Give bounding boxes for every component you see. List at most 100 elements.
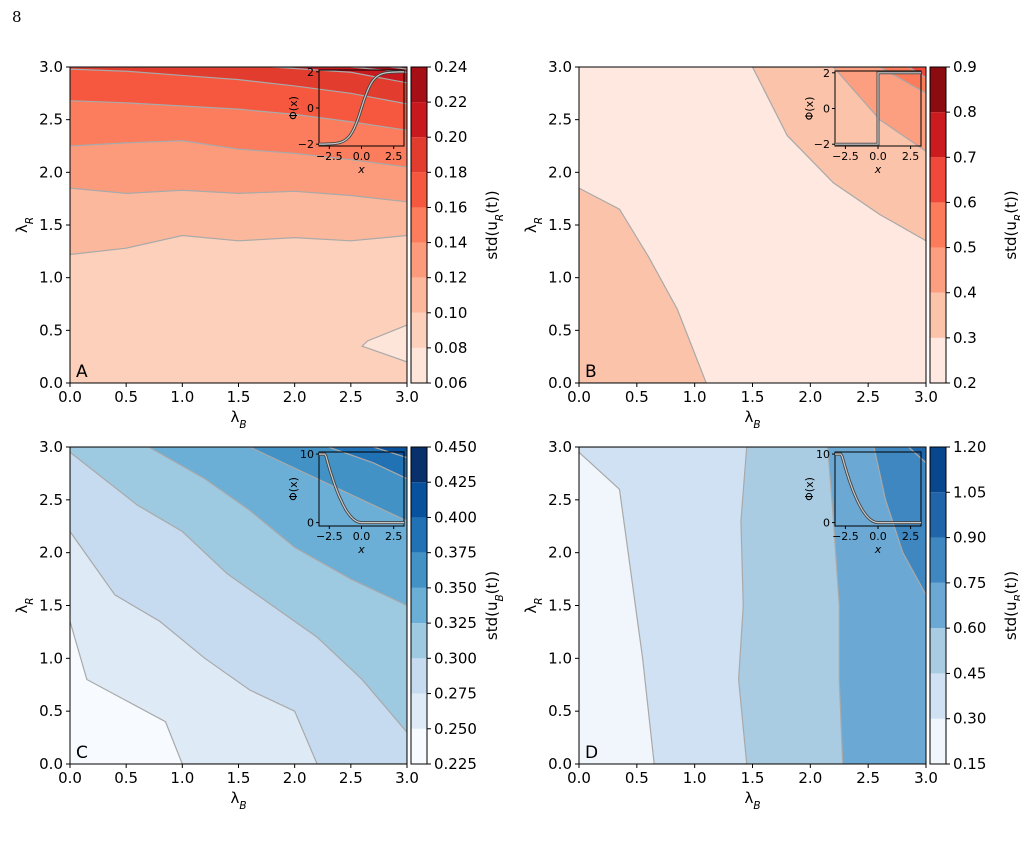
colorbar-swatch: [411, 207, 427, 243]
colorbar-swatch: [411, 482, 427, 518]
colorbar-label: std(uR(t)): [483, 190, 506, 259]
colorbar-tick-label: 0.5: [953, 239, 977, 257]
colorbar-swatch: [411, 552, 427, 588]
inset-curve-highlight: [835, 453, 921, 524]
x-tick-label: 0.0: [567, 769, 591, 787]
x-tick-label: 2.5: [856, 388, 880, 406]
colorbar-swatch: [930, 157, 946, 203]
colorbar-tick-label: 0.12: [434, 269, 467, 287]
panel-c: 0.0 0.5 1.0 1.5 2.0 2.5 3.0 0.0 0.5 1.0 1.5 2.0 2.5 3…: [13, 438, 506, 812]
inset-x-tick-label: 0.0: [869, 150, 887, 163]
panel-letter: B: [585, 362, 597, 382]
contour-band: [70, 67, 407, 105]
panel-letter: C: [76, 743, 88, 763]
colorbar-tick-label: 0.9: [953, 58, 977, 76]
colorbar-tick-label: 0.08: [434, 339, 467, 357]
contour-band: [328, 447, 407, 480]
y-tick-label: 2.0: [548, 163, 572, 181]
y-tick-label: 1.0: [39, 649, 63, 667]
colorbar-tick-label: 0.375: [434, 544, 477, 562]
inset-x-tick-label: 0.0: [353, 530, 371, 543]
y-axis-label: λR: [522, 217, 545, 233]
colorbar-swatch: [411, 517, 427, 553]
page-number: 8: [12, 8, 22, 26]
x-tick-label: 1.0: [170, 769, 194, 787]
colorbar-swatch: [411, 242, 427, 278]
y-tick-label: 0.5: [548, 321, 572, 339]
y-tick-label: 1.5: [39, 597, 63, 615]
y-tick-label: 3.0: [548, 58, 572, 76]
colorbar-swatch: [411, 102, 427, 138]
colorbar-tick-label: 0.225: [434, 755, 477, 773]
y-tick-label: 3.0: [548, 438, 572, 456]
x-tick-label: 2.5: [856, 769, 880, 787]
y-tick-label: 2.0: [39, 163, 63, 181]
inset-y-tick-label: 2: [307, 66, 314, 79]
inset-y-tick-label: −2: [814, 138, 830, 151]
x-tick-label: 0.0: [58, 388, 82, 406]
colorbar-tick-label: 0.90: [953, 529, 986, 547]
colorbar-tick-label: 0.18: [434, 163, 467, 181]
colorbar-tick-label: 0.300: [434, 649, 477, 667]
inset-x-label: x: [874, 163, 882, 176]
x-tick-label: 3.0: [914, 388, 938, 406]
inset-x-tick-label: 0.0: [353, 150, 371, 163]
inset-x-tick-label: −2.5: [832, 530, 859, 543]
colorbar-tick-label: 0.450: [434, 438, 477, 456]
x-tick-label: 2.5: [339, 388, 363, 406]
colorbar-label: std(uB(t)): [1002, 571, 1020, 640]
colorbar-tick-label: 0.45: [953, 664, 986, 682]
panel-letter: A: [76, 362, 88, 382]
x-axis-label: λB: [744, 789, 760, 812]
colorbar-tick-label: 0.3: [953, 329, 977, 347]
inset-y-label: Φ(x): [287, 96, 300, 120]
y-tick-label: 2.5: [39, 111, 63, 129]
inset-x-tick-label: 0.0: [869, 530, 887, 543]
y-tick-label: 1.0: [548, 269, 572, 287]
x-tick-label: 1.5: [227, 769, 251, 787]
x-tick-label: 1.0: [683, 769, 707, 787]
colorbar-tick-label: 1.20: [953, 438, 986, 456]
inset-curve-highlight: [319, 71, 404, 145]
inset-x-label: x: [874, 543, 882, 556]
colorbar-swatch: [411, 587, 427, 624]
colorbar-swatch: [411, 693, 427, 729]
colorbar-tick-label: 0.275: [434, 685, 477, 703]
x-tick-label: 2.0: [283, 769, 307, 787]
contour-band: [873, 447, 926, 596]
y-tick-label: 1.5: [548, 597, 572, 615]
x-tick-label: 1.5: [227, 388, 251, 406]
y-tick-label: 0.5: [39, 321, 63, 339]
colorbar-tick-label: 0.16: [434, 198, 467, 216]
x-tick-label: 2.0: [798, 769, 822, 787]
y-axis-label: λR: [13, 597, 36, 613]
colorbar-tick-label: 0.8: [953, 103, 977, 121]
colorbar-swatch: [930, 202, 946, 248]
colorbar-tick-label: 0.15: [953, 755, 986, 773]
inset-x-label: x: [357, 543, 365, 556]
inset-x-tick-label: 2.5: [902, 150, 920, 163]
colorbar-tick-label: 0.22: [434, 93, 467, 111]
inset-y-tick-label: 0: [823, 517, 830, 530]
colorbar-tick-label: 0.7: [953, 148, 977, 166]
inset-x-tick-label: 2.5: [385, 150, 403, 163]
colorbar-swatch: [930, 537, 946, 583]
colorbar-swatch: [930, 492, 946, 538]
colorbar-tick-label: 0.250: [434, 720, 477, 738]
panel-a: 0.0 0.5 1.0 1.5 2.0 2.5 3.0 0.0 0.5 1.0 1.5 2.0 2.5 3…: [13, 58, 506, 431]
y-tick-label: 2.5: [548, 111, 572, 129]
inset-curve-highlight: [319, 453, 404, 524]
panel-b: 0.0 0.5 1.0 1.5 2.0 2.5 3.0 0.0 0.5 1.0 1.5 2.0 2.5 3…: [522, 58, 1020, 431]
y-tick-label: 0.0: [39, 755, 63, 773]
inset-x-tick-label: −2.5: [316, 530, 343, 543]
x-axis-label: λB: [744, 408, 760, 431]
y-tick-label: 2.0: [39, 544, 63, 562]
y-tick-label: 1.0: [548, 649, 572, 667]
colorbar-tick-label: 0.10: [434, 304, 467, 322]
y-tick-label: 2.0: [548, 544, 572, 562]
inset-y-label: Φ(x): [287, 477, 300, 501]
colorbar-tick-label: 0.06: [434, 374, 467, 392]
colorbar-swatch: [930, 628, 946, 674]
x-tick-label: 2.0: [283, 388, 307, 406]
